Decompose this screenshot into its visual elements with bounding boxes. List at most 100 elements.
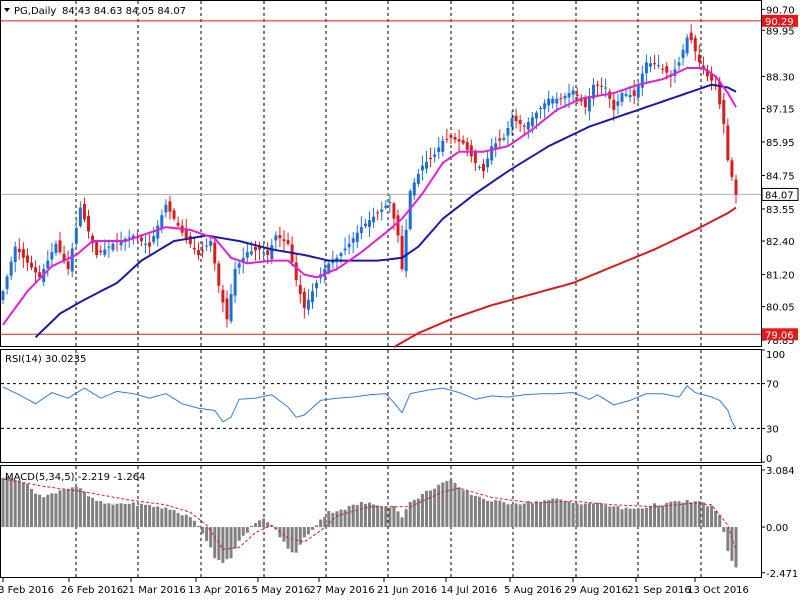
macd-histogram-bar — [518, 504, 522, 528]
macd-histogram-bar — [498, 500, 502, 528]
bull-candle-body — [681, 49, 685, 59]
macd-histogram-bar — [628, 508, 632, 528]
bull-candle-body — [50, 252, 54, 260]
rsi-series — [1, 383, 761, 429]
symbol-header[interactable]: PG,Daily 84.43 84.63 84.05 84.07 — [4, 6, 186, 17]
macd-histogram-bar — [681, 502, 685, 528]
macd-histogram-bar — [135, 506, 139, 528]
macd-histogram-bar — [632, 508, 636, 528]
bull-candle-body — [587, 95, 591, 112]
time-axis-label: 5 May 2016 — [252, 585, 311, 596]
bull-candle-body — [441, 140, 445, 152]
bear-candle-body — [225, 298, 229, 320]
macd-histogram-bar — [58, 490, 62, 528]
bear-candle-body — [482, 163, 486, 172]
macd-histogram-bar — [30, 488, 34, 528]
macd-histogram-bar — [722, 527, 726, 533]
bull-candle-body — [343, 248, 347, 251]
macd-histogram-bar — [551, 498, 555, 528]
ma-fast-line — [2, 67, 737, 326]
macd-histogram-bar — [148, 504, 152, 528]
macd-histogram-bar — [78, 488, 82, 528]
last-price-badge-background — [762, 188, 798, 201]
macd-histogram-bar — [661, 505, 665, 528]
time-axis-label: 3 Feb 2016 — [0, 585, 54, 596]
bull-candle-body — [567, 93, 571, 98]
bull-candle-body — [526, 121, 530, 130]
macd-histogram-bar — [648, 505, 652, 528]
macd-histogram-bar — [323, 517, 327, 528]
bull-candle-body — [107, 246, 111, 248]
bull-candle-body — [245, 252, 249, 258]
macd-histogram-bar — [176, 512, 180, 528]
bull-candle-body — [551, 98, 555, 104]
vertical-grid — [75, 1, 702, 577]
bull-candle-body — [270, 245, 274, 260]
macd-histogram-bar — [46, 494, 50, 528]
bull-candle-body — [437, 147, 441, 152]
macd-histogram-bar — [616, 506, 620, 528]
macd-histogram-bar — [347, 506, 351, 528]
macd-histogram-bar — [420, 493, 424, 528]
bear-candle-body — [38, 272, 42, 278]
macd-histogram-bar — [315, 525, 319, 528]
macd-histogram-bar — [714, 510, 718, 528]
macd-histogram-bar — [213, 527, 217, 559]
upper-level-badge-background — [762, 14, 798, 27]
macd-histogram-bar — [372, 504, 376, 528]
macd-histogram-bar — [384, 506, 388, 528]
bear-candle-body — [429, 157, 433, 159]
macd-histogram-bar — [111, 504, 115, 528]
macd-panel-frame — [0, 465, 762, 578]
bear-candle-body — [734, 179, 738, 195]
bear-candle-body — [518, 120, 522, 124]
macd-histogram-bar — [62, 489, 66, 528]
macd-histogram-bar — [388, 507, 392, 528]
macd-histogram-bar — [534, 501, 538, 528]
macd-histogram-bar — [396, 511, 400, 528]
macd-axis-label: -2.471 — [766, 569, 798, 580]
bear-candle-body — [579, 99, 583, 102]
macd-histogram-bar — [180, 515, 184, 528]
macd-histogram-bar — [99, 501, 103, 528]
bear-candle-body — [693, 37, 697, 52]
macd-histogram-bar — [429, 490, 433, 528]
macd-histogram-bar — [624, 507, 628, 528]
dropdown-triangle-icon[interactable] — [4, 8, 10, 12]
macd-histogram-bar — [579, 504, 583, 528]
macd-histogram-bar — [21, 482, 25, 528]
macd-histogram-bar — [1, 478, 5, 528]
bear-candle-body — [722, 100, 726, 124]
bear-candle-body — [91, 235, 95, 244]
macd-histogram-bar — [119, 503, 123, 528]
time-axis: 3 Feb 2016 26 Feb 2016 21 Mar 2016 13 Apr 2… — [0, 577, 749, 596]
bull-candle-body — [624, 94, 628, 96]
bull-candle-body — [306, 299, 310, 310]
bull-candle-body — [539, 107, 543, 109]
bull-candle-body — [233, 268, 237, 296]
macd-histogram-bar — [604, 505, 608, 528]
macd-histogram-bar — [290, 527, 294, 553]
bear-candle-body — [689, 32, 693, 41]
bull-candle-body — [274, 235, 278, 241]
macd-histogram-bar — [636, 508, 640, 528]
bear-candle-body — [522, 125, 526, 127]
macd-histogram-bar — [441, 482, 445, 528]
macd-histogram-bar — [408, 501, 412, 528]
macd-histogram-bar — [445, 481, 449, 528]
bear-candle-body — [34, 267, 38, 273]
bull-candle-body — [616, 101, 620, 106]
macd-histogram-bar — [9, 477, 13, 528]
macd-histogram-bar — [70, 487, 74, 528]
macd-histogram-bar — [657, 505, 661, 528]
bull-candle-body — [74, 228, 78, 244]
rsi-axis-label: 70 — [766, 380, 779, 391]
bull-candle-body — [380, 209, 384, 212]
bull-candle-body — [262, 252, 266, 254]
time-axis-label: 21 Mar 2016 — [122, 585, 185, 596]
bear-candle-body — [188, 235, 192, 244]
macd-histogram-bar — [449, 479, 453, 528]
bear-candle-body — [258, 245, 262, 250]
bull-candle-body — [543, 103, 547, 109]
macd-histogram-bar — [571, 503, 575, 528]
